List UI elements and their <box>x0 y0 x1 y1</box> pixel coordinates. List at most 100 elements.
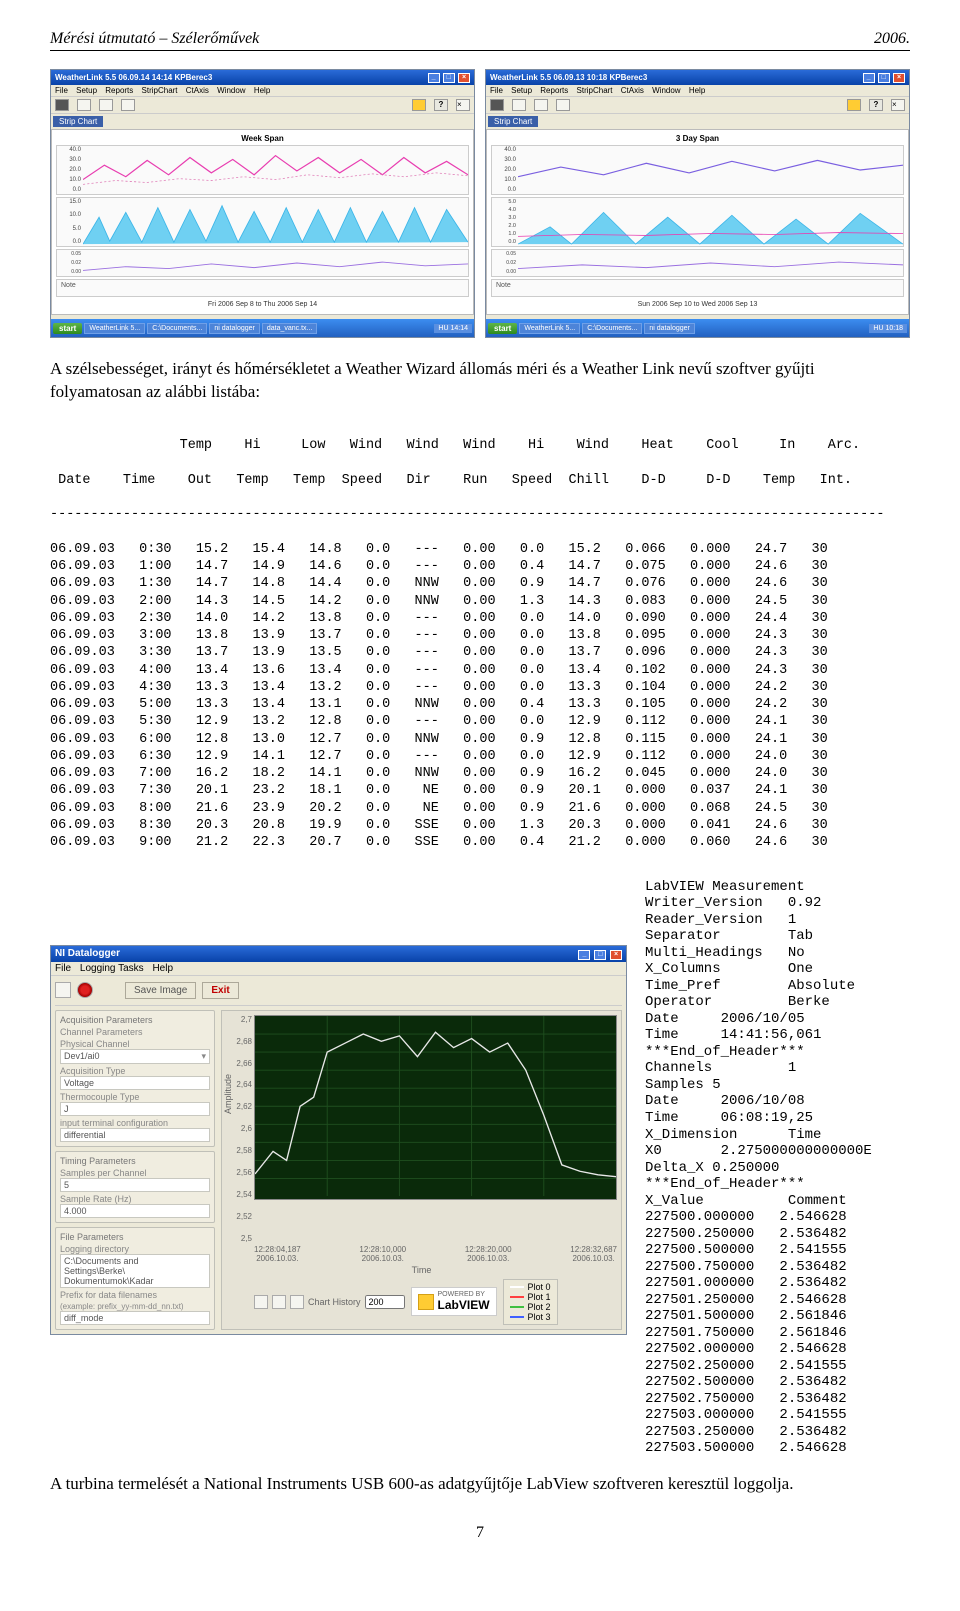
close-icon[interactable]: × <box>456 99 470 111</box>
menu-stripchart[interactable]: StripChart <box>577 86 613 95</box>
taskbar-task[interactable]: WeatherLink 5... <box>519 323 580 334</box>
menu-setup[interactable]: Setup <box>511 86 532 95</box>
toolbar-btn[interactable] <box>121 99 135 111</box>
labview-logo: POWERED BY LabVIEW <box>411 1287 497 1316</box>
save-image-button[interactable]: Save Image <box>125 982 196 999</box>
menubar: File Setup Reports StripChart CtAxis Win… <box>486 85 909 97</box>
menu-setup[interactable]: Setup <box>76 86 97 95</box>
doc-year: 2006. <box>874 30 910 48</box>
exit-button[interactable]: Exit <box>202 982 238 999</box>
menu-ctaxis[interactable]: CtAxis <box>186 86 209 95</box>
minimize-icon[interactable]: _ <box>863 73 875 83</box>
system-tray: HU 14:14 <box>434 324 472 333</box>
dropdown-icon[interactable]: ▾ <box>201 1051 206 1062</box>
menu-file[interactable]: File <box>490 86 503 95</box>
tool-icon[interactable] <box>290 1295 304 1309</box>
chart-history-input[interactable] <box>365 1295 405 1309</box>
toolbar-btn[interactable] <box>77 99 91 111</box>
labview-line: 227500.250000 2.536482 <box>645 1226 910 1243</box>
minimize-icon[interactable]: _ <box>428 73 440 83</box>
toolbar-btn[interactable] <box>512 99 526 111</box>
menu-stripchart[interactable]: StripChart <box>142 86 178 95</box>
logdir-input[interactable]: C:\Documents and Settings\Berke\ Dokumen… <box>60 1254 210 1288</box>
toolbar-btn[interactable] <box>490 99 504 111</box>
ylabel: 2,56 <box>226 1168 252 1177</box>
toolbar-btn[interactable] <box>412 99 426 111</box>
taskbar-task[interactable]: C:\Documents... <box>147 323 207 334</box>
menu-help[interactable]: Help <box>152 963 173 974</box>
maximize-icon[interactable]: □ <box>594 950 606 960</box>
labview-line: Time 14:41:56,061 <box>645 1027 910 1044</box>
taskbar-task[interactable]: ni datalogger <box>209 323 259 334</box>
thermo-input[interactable]: J <box>60 1102 210 1116</box>
ylabel: 0.05 <box>492 251 516 257</box>
labview-line: Multi_Headings No <box>645 945 910 962</box>
prefix-input[interactable]: diff_mode <box>60 1311 210 1325</box>
value: C:\Documents and <box>64 1256 139 1266</box>
stripchart-tab[interactable]: Strip Chart <box>53 116 103 127</box>
labview-line: 227501.500000 2.561846 <box>645 1308 910 1325</box>
menu-reports[interactable]: Reports <box>540 86 568 95</box>
taskbar-task[interactable]: WeatherLink 5... <box>84 323 145 334</box>
ylabel: 0.02 <box>492 260 516 266</box>
value: Settings\Berke\ <box>64 1266 125 1276</box>
plot-legend-item: Plot 2 <box>510 1302 551 1312</box>
rate-input[interactable]: 4.000 <box>60 1204 210 1218</box>
toolbar-btn[interactable] <box>55 99 69 111</box>
menu-window[interactable]: Window <box>652 86 680 95</box>
acq-type-input[interactable]: Voltage <box>60 1076 210 1090</box>
help-icon[interactable]: ? <box>869 99 883 111</box>
system-tray: HU 10:18 <box>869 324 907 333</box>
ylabel: 20.0 <box>57 167 81 173</box>
menu-logging[interactable]: Logging Tasks <box>80 963 144 974</box>
toolbar-btn[interactable] <box>99 99 113 111</box>
toolbar-btn[interactable] <box>534 99 548 111</box>
close-icon[interactable]: × <box>893 73 905 83</box>
menu-help[interactable]: Help <box>254 86 270 95</box>
toolbar-btn[interactable] <box>847 99 861 111</box>
window-title: WeatherLink 5.5 06.09.13 10:18 KPBerec3 <box>490 73 647 82</box>
taskbar-task[interactable]: ni datalogger <box>644 323 694 334</box>
ylabel: 10.0 <box>57 212 81 218</box>
menu-file[interactable]: File <box>55 86 68 95</box>
taskbar-task[interactable]: C:\Documents... <box>582 323 642 334</box>
xlabel: 12:28:32,6872006.10.03. <box>570 1245 617 1263</box>
maximize-icon[interactable]: □ <box>878 73 890 83</box>
close-icon[interactable]: × <box>458 73 470 83</box>
panel-title: Acquisition Parameters <box>60 1015 210 1025</box>
help-icon[interactable]: ? <box>434 99 448 111</box>
labview-line: X_Value Comment <box>645 1193 910 1210</box>
start-button[interactable]: start <box>488 323 517 334</box>
tool-icon[interactable] <box>272 1295 286 1309</box>
menu-window[interactable]: Window <box>217 86 245 95</box>
solar-chart <box>518 250 903 276</box>
chart-pane-wind: 5.0 4.0 3.0 2.0 1.0 0.0 <box>491 197 904 247</box>
toolbar-btn[interactable] <box>556 99 570 111</box>
menu-ctaxis[interactable]: CtAxis <box>621 86 644 95</box>
close-icon[interactable]: × <box>610 950 622 960</box>
label: (example: prefix_yy-mm-dd_nn.txt) <box>60 1302 210 1311</box>
menu-reports[interactable]: Reports <box>105 86 133 95</box>
run-icon[interactable] <box>55 982 71 998</box>
ylabel: 2,64 <box>226 1080 252 1089</box>
labview-line: ***End_of_Header*** <box>645 1044 910 1061</box>
label: input terminal configuration <box>60 1118 210 1128</box>
labview-line: Separator Tab <box>645 928 910 945</box>
close-icon[interactable]: × <box>891 99 905 111</box>
taskbar-task[interactable]: data_vanc.tx... <box>262 323 318 334</box>
maximize-icon[interactable]: □ <box>443 73 455 83</box>
stripchart-tab[interactable]: Strip Chart <box>488 116 538 127</box>
spc-input[interactable]: 5 <box>60 1178 210 1192</box>
dl-bottom-row: Chart History POWERED BY LabVIEW Plot 0P… <box>254 1275 617 1325</box>
start-button[interactable]: start <box>53 323 82 334</box>
menu-file[interactable]: File <box>55 963 71 974</box>
itc-input[interactable]: differential <box>60 1128 210 1142</box>
minimize-icon[interactable]: _ <box>578 950 590 960</box>
table-row: 06.09.03 2:00 14.3 14.5 14.2 0.0 NNW 0.0… <box>50 593 910 610</box>
tool-icon[interactable] <box>254 1295 268 1309</box>
ylabel: 20.0 <box>492 167 516 173</box>
physical-channel-input[interactable]: Dev1/ai0▾ <box>60 1049 210 1064</box>
record-icon[interactable] <box>77 982 93 998</box>
menu-help[interactable]: Help <box>689 86 705 95</box>
labview-line: X0 2.275000000000000E <box>645 1143 910 1160</box>
